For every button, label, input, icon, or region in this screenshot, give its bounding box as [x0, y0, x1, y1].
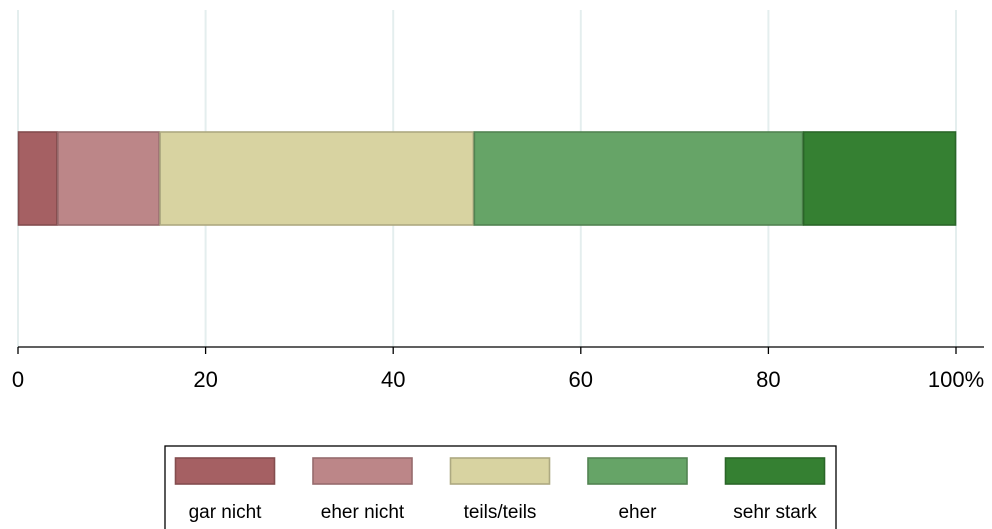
bar-segment-eher: [473, 131, 804, 226]
legend-label: teils/teils: [464, 502, 537, 523]
x-axis: 0 20 40 60 80 100%: [12, 346, 984, 392]
x-tick-label: 100%: [928, 367, 984, 392]
bar-segments: [17, 131, 957, 226]
legend-label: sehr stark: [733, 502, 817, 523]
x-tick-label: 40: [381, 367, 405, 392]
legend-key-4: [724, 457, 826, 485]
legend-label: gar nicht: [189, 502, 263, 523]
x-tick-label: 60: [569, 367, 593, 392]
legend-key-2: [449, 457, 551, 485]
x-tick-label: 20: [193, 367, 217, 392]
x-tick-label: 80: [756, 367, 780, 392]
legend-key-1: [312, 457, 413, 485]
x-tick-label: 0: [12, 367, 24, 392]
bar-segment-eher-nicht: [57, 131, 160, 226]
legend-label: eher: [618, 502, 657, 523]
bar-segment-gar-nicht: [17, 131, 58, 226]
legend-label: eher nicht: [321, 502, 405, 523]
legend-key-0: [174, 457, 276, 485]
bar-segment-sehr-stark: [802, 131, 957, 226]
legend-key-3: [587, 457, 688, 485]
legend: gar nicht eher nicht teils/teils eher sehr s…: [164, 445, 837, 529]
bar-segment-teils-teils: [159, 131, 475, 226]
